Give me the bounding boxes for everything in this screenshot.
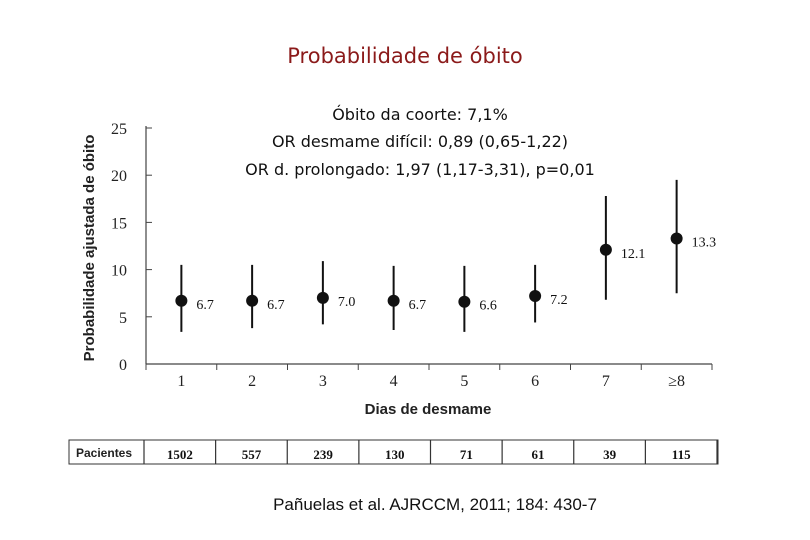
citation: Pañuelas et al. AJRCCM, 2011; 184: 430-7 (273, 495, 597, 514)
data-point-5 (458, 295, 471, 308)
data-point-1 (175, 294, 188, 307)
data-label-2: 6.7 (267, 298, 285, 313)
data-point-3 (316, 291, 329, 304)
data-point-4 (387, 294, 400, 307)
patients-label: Pacientes (76, 446, 132, 460)
data-label-6: 7.2 (550, 293, 568, 308)
y-tick-label-5: 5 (119, 310, 127, 327)
x-tick-label-4: 4 (390, 373, 398, 390)
y-tick-label-20: 20 (111, 168, 127, 185)
data-label-7: 12.1 (621, 247, 646, 262)
patients-count-8: 115 (672, 447, 691, 462)
data-point-7 (599, 243, 612, 256)
data-point-6 (529, 290, 542, 303)
data-label-3: 7.0 (338, 295, 356, 310)
x-tick-label-6: 6 (531, 373, 539, 390)
y-tick-label-25: 25 (111, 121, 127, 138)
data-label-8: 13.3 (692, 235, 717, 250)
y-tick-label-0: 0 (119, 357, 127, 374)
annotation-or-prolonged-weaning: OR d. prolongado: 1,97 (1,17-3,31), p=0,… (245, 160, 595, 179)
patients-count-3: 239 (313, 447, 333, 462)
annotation-or-difficult-weaning: OR desmame difícil: 0,89 (0,65-1,22) (271, 132, 569, 151)
patients-count-1: 1502 (167, 447, 193, 462)
x-tick-label-2: 2 (248, 373, 256, 390)
annotation-cohort-mortality: Óbito da coorte: 7,1% (332, 105, 508, 124)
data-point-2 (246, 294, 259, 307)
y-tick-label-10: 10 (111, 263, 127, 280)
data-label-5: 6.6 (479, 299, 497, 314)
patients-count-7: 39 (603, 447, 617, 462)
x-tick-label-8: ≥8 (668, 373, 685, 390)
x-axis-title: Dias de desmame (365, 401, 492, 418)
x-tick-label-1: 1 (177, 373, 185, 390)
patients-table (68, 439, 719, 465)
data-label-1: 6.7 (196, 298, 214, 313)
x-tick-label-5: 5 (460, 373, 468, 390)
patients-count-5: 71 (460, 447, 473, 462)
chart-title: Probabilidade de óbito (287, 44, 523, 68)
data-point-8 (670, 232, 683, 245)
data-label-4: 6.7 (409, 298, 427, 313)
patients-count-6: 61 (531, 447, 544, 462)
patients-count-4: 130 (385, 447, 405, 462)
x-tick-label-3: 3 (319, 373, 327, 390)
patients-count-2: 557 (242, 447, 262, 462)
y-tick-label-15: 15 (111, 215, 127, 232)
y-axis-title: Probabilidade ajustada de óbito (81, 135, 98, 362)
x-tick-label-7: 7 (602, 373, 610, 390)
